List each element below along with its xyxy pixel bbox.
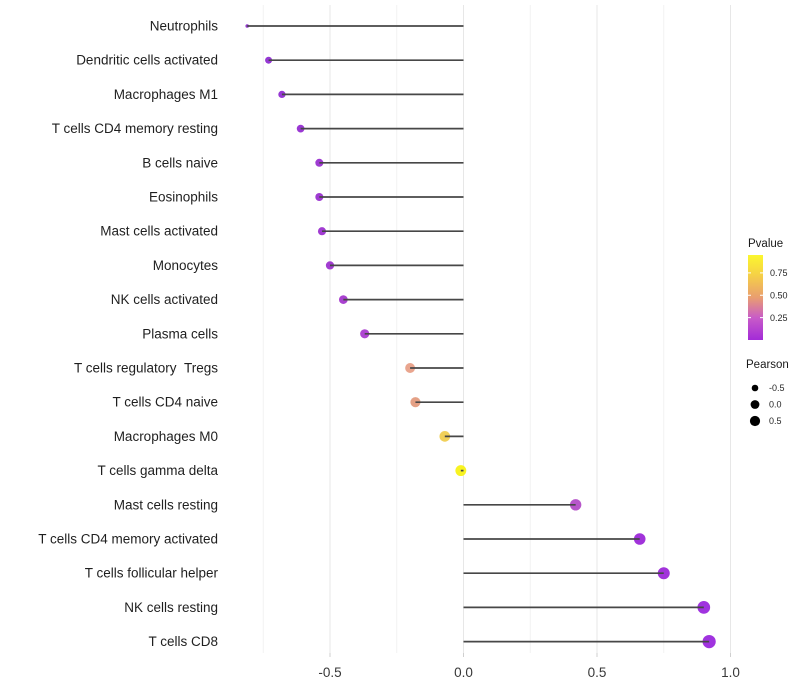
- pvalue-colorbar: [748, 255, 763, 340]
- category-label: Eosinophils: [149, 190, 218, 205]
- category-label: Mast cells activated: [100, 224, 218, 239]
- category-label: T cells regulatory Tregs: [74, 361, 218, 376]
- category-label: Plasma cells: [142, 326, 218, 341]
- lollipop-dots: [245, 24, 716, 649]
- category-label: Macrophages M0: [114, 429, 218, 444]
- lollipop-dot: [455, 465, 467, 477]
- category-label: T cells CD4 naive: [112, 395, 218, 410]
- pvalue-tick-label: 0.50: [770, 290, 788, 300]
- pvalue-legend: Pvalue 0.75 0.50 0.25: [748, 238, 788, 340]
- pearson-legend-dot: [749, 415, 761, 427]
- category-label: NK cells resting: [124, 600, 218, 615]
- category-label: T cells follicular helper: [85, 566, 219, 581]
- category-label: B cells naive: [142, 155, 218, 170]
- category-labels: Neutrophils Dendritic cells activated Macr…: [38, 19, 218, 650]
- pearson-legend-label: 0.5: [769, 416, 782, 426]
- pearson-legend-title: Pearson: [746, 359, 789, 371]
- x-tick-label: 0.5: [588, 665, 607, 680]
- lollipop-dot: [405, 363, 416, 373]
- pearson-legend-label: 0.0: [769, 400, 782, 410]
- pearson-legend-label: -0.5: [769, 383, 785, 393]
- category-label: Macrophages M1: [114, 87, 218, 102]
- pvalue-tick-label: 0.25: [770, 313, 788, 323]
- category-label: Dendritic cells activated: [76, 53, 218, 68]
- x-tick-label: -0.5: [318, 665, 341, 680]
- pvalue-tick-label: 0.75: [770, 268, 788, 278]
- category-label: T cells gamma delta: [97, 463, 218, 478]
- category-label: Monocytes: [153, 258, 219, 273]
- category-label: Mast cells resting: [114, 497, 218, 512]
- category-label: T cells CD4 memory resting: [52, 121, 218, 136]
- pearson-legend: Pearson -0.5 0.0 0.5: [746, 359, 789, 426]
- lollipop-stems: [247, 25, 710, 643]
- x-axis: -0.5 0.0 0.5 1.0: [318, 653, 740, 680]
- category-label: Neutrophils: [150, 19, 219, 34]
- gridlines: [262, 5, 731, 653]
- category-label: T cells CD4 memory activated: [38, 532, 218, 547]
- category-label: T cells CD8: [148, 634, 218, 649]
- category-label: NK cells activated: [111, 292, 218, 307]
- x-tick-label: 1.0: [721, 665, 740, 680]
- pearson-legend-dot: [750, 400, 760, 409]
- pearson-legend-dot: [751, 384, 759, 392]
- lollipop-dot: [697, 601, 711, 614]
- x-tick-label: 0.0: [454, 665, 473, 680]
- pvalue-legend-title: Pvalue: [748, 238, 783, 250]
